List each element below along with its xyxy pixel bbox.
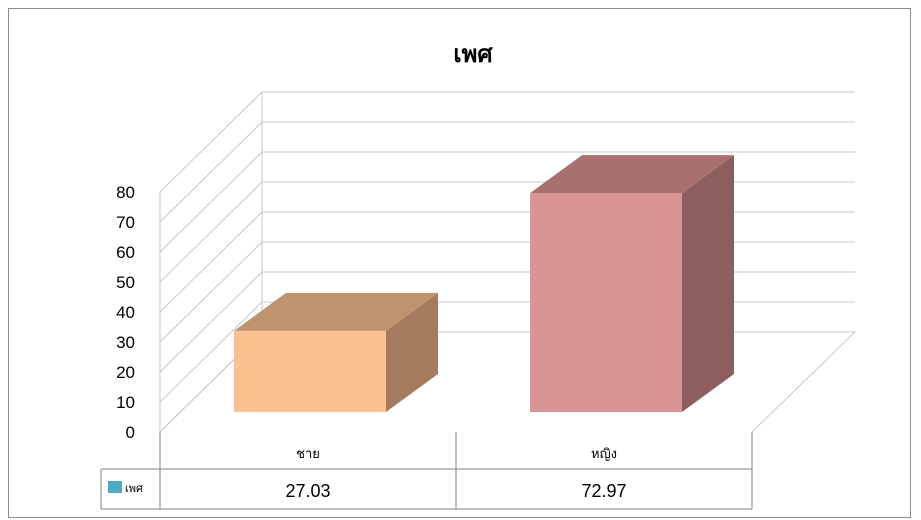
bar-front-face [234, 330, 386, 412]
y-tick-label: 0 [126, 423, 135, 442]
bar-2 [530, 155, 734, 412]
bar-side-face [386, 292, 438, 412]
legend-label: เพศ [125, 482, 143, 495]
bar-top-face [530, 155, 734, 194]
gridline-side [159, 151, 263, 253]
x-category-label: ชาย [296, 447, 320, 462]
y-tick-label: 60 [116, 243, 135, 262]
y-tick-label: 40 [116, 303, 135, 322]
chart-frame [8, 8, 911, 518]
y-tick-label: 80 [116, 183, 135, 202]
gridline-side [159, 271, 263, 373]
legend-swatch [108, 481, 122, 493]
gridline-side [159, 181, 263, 283]
y-axis-ticks: 0 10 20 30 40 50 60 70 80 [116, 183, 135, 442]
x-category-label: หญิง [591, 447, 617, 462]
gridline-side [159, 241, 263, 343]
gridline-side [159, 91, 263, 193]
gridline-side [159, 121, 263, 223]
data-value-label: 72.97 [581, 481, 626, 501]
y-tick-label: 20 [116, 363, 135, 382]
bar-front-face [530, 193, 682, 412]
y-tick-label: 30 [116, 333, 135, 352]
data-table: ชาย 27.03 หญิง 72.97 เพศ [100, 432, 753, 510]
bar-top-face [234, 292, 438, 331]
bar-1 [234, 292, 438, 412]
chart-title: เพศ [453, 40, 493, 68]
gridline-side [159, 301, 263, 403]
data-value-label: 27.03 [285, 481, 330, 501]
bar-side-face [682, 155, 734, 412]
y-tick-label: 50 [116, 273, 135, 292]
y-tick-label: 10 [116, 393, 135, 412]
bars [234, 155, 734, 412]
y-tick-label: 70 [116, 213, 135, 232]
gridline-side [159, 211, 263, 313]
